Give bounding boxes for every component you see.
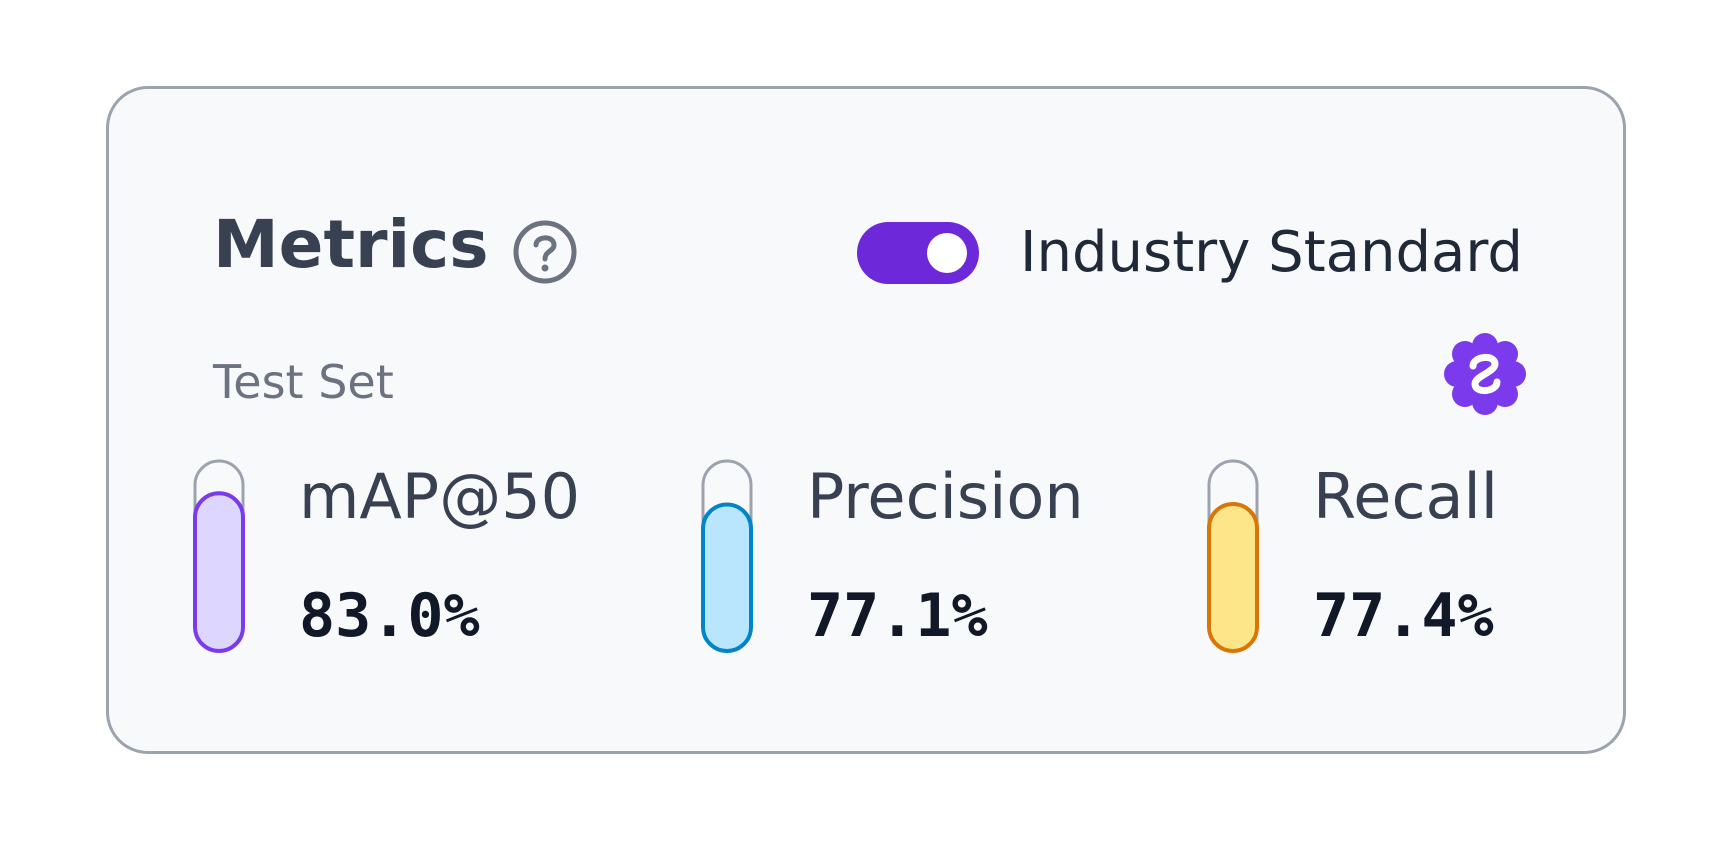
- recall-level-bar: [1207, 459, 1259, 653]
- metric-value: 83.0%: [299, 581, 480, 651]
- metric-label: Precision: [807, 460, 1084, 533]
- metric-label: mAP@50: [299, 460, 581, 533]
- question-circle-icon[interactable]: [512, 219, 578, 285]
- test-set-label: Test Set: [213, 355, 394, 409]
- map50-level-bar: [193, 459, 245, 653]
- metric-value: 77.1%: [807, 581, 988, 651]
- industry-standard-toggle[interactable]: [857, 222, 979, 284]
- metrics-title: Metrics: [213, 206, 489, 283]
- metrics-card: Metrics Industry Standard Test Set mAP@5…: [106, 86, 1626, 754]
- verified-badge-icon: [1444, 333, 1526, 415]
- toggle-knob: [927, 233, 967, 273]
- precision-level-bar: [701, 459, 753, 653]
- metric-label: Recall: [1313, 460, 1498, 533]
- metric-value: 77.4%: [1313, 581, 1494, 651]
- industry-standard-label: Industry Standard: [1020, 220, 1523, 285]
